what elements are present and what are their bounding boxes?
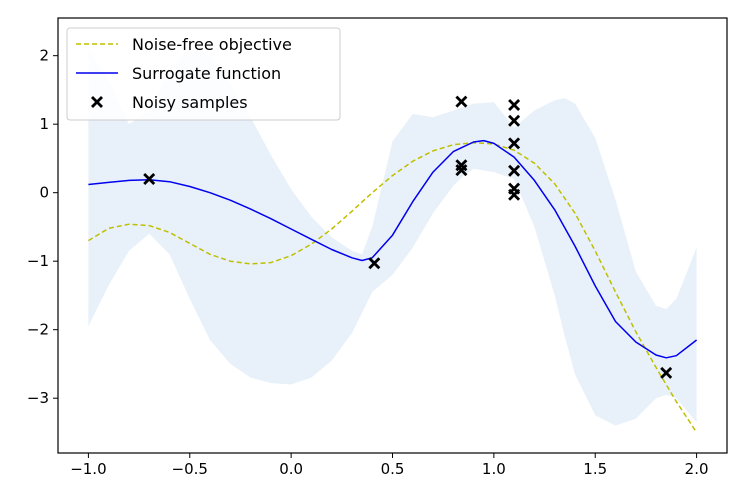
legend-label-samples: Noisy samples [132,93,248,112]
x-tick-label: 2.0 [685,460,709,478]
legend-label-surrogate: Surrogate function [132,64,281,83]
y-tick-label: 1 [39,115,49,133]
legend: Noise-free objective Surrogate function … [66,27,341,121]
confidence-band-layer [88,48,697,426]
y-tick-label: −1 [27,252,49,270]
sample-marker [455,95,468,108]
surrogate-line [88,139,698,359]
sample-marker [508,99,521,111]
sample-marker [660,366,673,379]
x-axis: −1.0 −0.5 0.0 0.5 1.0 1.5 2.0 [70,453,709,478]
y-tick-label: 2 [39,47,49,65]
objective-line [88,141,698,433]
y-axis: 2 1 0 −1 −2 −3 [27,47,58,407]
y-tick-label: −3 [27,389,49,407]
x-tick-label: 0.0 [279,460,303,478]
sample-marker [508,164,521,177]
sample-marker [508,114,521,127]
sample-marker [455,164,468,177]
x-tick-label: −0.5 [172,460,208,478]
sample-marker [508,188,521,201]
x-tick-label: −1.0 [70,460,106,478]
legend-label-objective: Noise-free objective [132,35,292,54]
sample-marker [368,257,381,270]
sample-markers-layer [143,95,673,379]
x-tick-label: 0.5 [381,460,405,478]
legend-swatch-marker [91,96,103,108]
legend-box [66,27,341,121]
sample-marker [508,137,521,150]
sample-marker [143,173,156,185]
x-tick-label: 1.5 [583,460,607,478]
y-tick-label: −2 [27,321,49,339]
confidence-band [88,48,697,426]
x-tick-label: 1.0 [482,460,506,478]
y-tick-label: 0 [39,184,49,202]
series-lines-layer [88,139,698,433]
